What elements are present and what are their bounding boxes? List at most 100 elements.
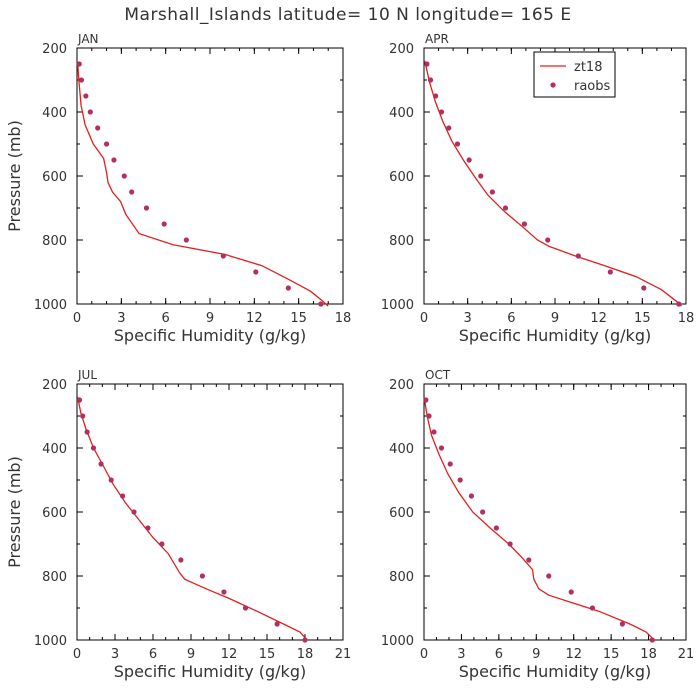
panel-jan: JAN 0 3 6 9 12 15 18 200 400 600 800 1000 Specific Hu… [5,32,351,345]
series-point-raobs [145,525,151,531]
x-tick-label: 0 [420,647,428,662]
series-point-raobs [589,605,596,611]
series-point-raobs [546,573,552,579]
series-point-raobs [318,301,324,307]
legend: zt18 raobs [533,51,616,98]
series-point-raobs [143,205,150,211]
series-point-raobs [159,541,165,547]
series-point-raobs [545,237,551,243]
y-tick-label: 1000 [381,634,414,649]
panel-label: JAN [77,32,99,46]
series-line-zt18 [77,396,308,642]
legend-label-raobs: raobs [574,79,611,94]
x-tick-label: 3 [111,647,119,662]
y-tick-label: 600 [389,506,414,521]
series-point-raobs [302,637,308,643]
y-tick-label: 200 [389,378,414,393]
x-tick-label: 15 [290,311,307,326]
panel-jul: JUL 0 3 6 9 12 15 18 21 200 400 600 800 1000 Specific … [5,368,351,681]
y-tick-label: 400 [389,106,414,121]
x-tick-label: 15 [259,647,276,662]
x-tick-label: 12 [565,647,582,662]
y-tick-label: 1000 [381,298,414,313]
series-point-raobs [242,605,249,611]
x-tick-label: 0 [420,311,428,326]
series-point-raobs [426,413,432,419]
series-point-raobs [447,461,453,467]
series-point-raobs [253,269,259,275]
series-point-raobs [607,269,613,275]
x-tick-label: 0 [73,647,81,662]
series-point-raobs [108,477,114,483]
x-axis-label: Specific Humidity (g/kg) [459,326,651,345]
series-point-raobs [129,189,135,195]
panel-label: OCT [425,368,451,382]
series-point-raobs [111,157,117,163]
series-point-raobs [95,125,101,131]
series-point-raobs [489,189,496,195]
series-point-raobs [120,493,126,499]
y-tick-label: 800 [389,570,414,585]
series-point-raobs [83,93,89,99]
x-tick-label: 12 [590,311,607,326]
series-point-raobs [424,61,430,67]
series-point-raobs [84,429,90,435]
series-point-raobs [619,621,625,627]
legend-label-zt18: zt18 [574,60,602,75]
y-axis-label: Pressure (mb) [5,456,24,568]
series-point-raobs [649,637,655,643]
panel-apr: APR 0 3 6 9 12 15 18 200 400 600 800 1000 Specific Hu… [381,32,694,345]
series-point-raobs [221,589,227,595]
x-tick-label: 18 [297,647,314,662]
series-point-raobs [468,493,475,499]
legend-dot-swatch [550,82,556,88]
x-tick-label: 21 [678,647,695,662]
y-tick-label: 200 [389,42,414,57]
series-point-raobs [502,205,509,211]
y-tick-label: 800 [42,234,67,249]
x-tick-label: 6 [162,311,170,326]
series-point-raobs [493,525,499,531]
x-axis-label: Specific Humidity (g/kg) [459,662,651,681]
series-point-raobs [433,93,439,99]
series-point-raobs [90,445,97,451]
series-point-raobs [80,413,86,419]
x-tick-label: 15 [634,311,651,326]
y-tick-label: 600 [389,170,414,185]
x-tick-label: 0 [73,311,81,326]
series-point-raobs [98,461,104,467]
series-line-zt18 [424,399,656,642]
x-tick-label: 18 [335,311,352,326]
x-tick-label: 3 [117,311,125,326]
x-tick-label: 12 [221,647,238,662]
panel-label: APR [425,32,449,46]
series-point-raobs [478,173,484,179]
series-point-raobs [427,77,434,83]
x-tick-label: 9 [206,311,214,326]
x-tick-label: 6 [495,647,503,662]
y-tick-label: 1000 [34,634,67,649]
series-point-raobs [178,557,184,563]
x-tick-label: 15 [603,647,620,662]
x-axis-label: Specific Humidity (g/kg) [114,662,306,681]
series-point-raobs [199,573,205,579]
y-tick-label: 400 [42,442,67,457]
plot-frame [423,383,687,641]
y-tick-label: 600 [42,506,67,521]
x-tick-label: 12 [246,311,263,326]
series-line-zt18 [424,60,683,307]
y-tick-label: 800 [42,570,67,585]
y-tick-label: 200 [42,378,67,393]
series-point-raobs [274,621,280,627]
series-point-raobs [220,253,226,259]
series-point-raobs [285,285,291,291]
x-tick-label: 9 [532,647,540,662]
series-point-raobs [446,125,452,131]
series-point-raobs [575,253,581,259]
y-axis-label: Pressure (mb) [5,120,24,232]
x-tick-label: 21 [335,647,352,662]
series-line-zt18 [77,63,329,307]
series-point-raobs [431,429,437,435]
series-point-raobs [183,237,189,243]
